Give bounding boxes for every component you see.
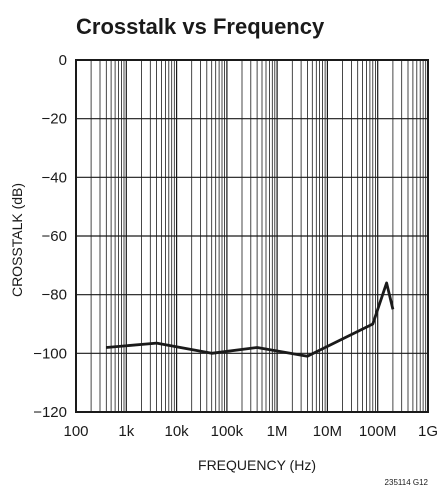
y-axis-label: CROSSTALK (dB) xyxy=(9,183,25,297)
x-axis: 100 1k 10k 100k 1M 10M 100M 1G xyxy=(63,423,438,440)
y-tick-label: −60 xyxy=(42,228,67,245)
x-tick-label: 100M xyxy=(359,423,397,440)
y-tick-label: −120 xyxy=(33,404,67,421)
x-tick-label: 100 xyxy=(63,423,88,440)
plot-frame xyxy=(75,59,429,413)
x-axis-label: FREQUENCY (Hz) xyxy=(198,457,316,473)
grid xyxy=(76,60,428,412)
y-tick-label: −100 xyxy=(33,345,67,362)
y-tick-label: 0 xyxy=(59,52,67,69)
y-tick-label: −80 xyxy=(42,287,67,304)
series-group xyxy=(106,281,395,358)
chart-title: Crosstalk vs Frequency xyxy=(76,14,325,39)
figure-id: 235114 G12 xyxy=(385,478,429,487)
y-tick-label: −20 xyxy=(42,111,67,128)
y-tick-label: −40 xyxy=(42,169,67,186)
x-tick-label: 10k xyxy=(165,423,190,440)
x-tick-label: 1k xyxy=(118,423,134,440)
x-tick-label: 1M xyxy=(267,423,288,440)
y-axis: 0 −20 −40 −60 −80 −100 −120 xyxy=(33,52,67,421)
crosstalk-series-line xyxy=(106,281,395,358)
x-tick-label: 100k xyxy=(211,423,244,440)
x-tick-label: 10M xyxy=(313,423,342,440)
x-tick-label: 1G xyxy=(418,423,438,440)
